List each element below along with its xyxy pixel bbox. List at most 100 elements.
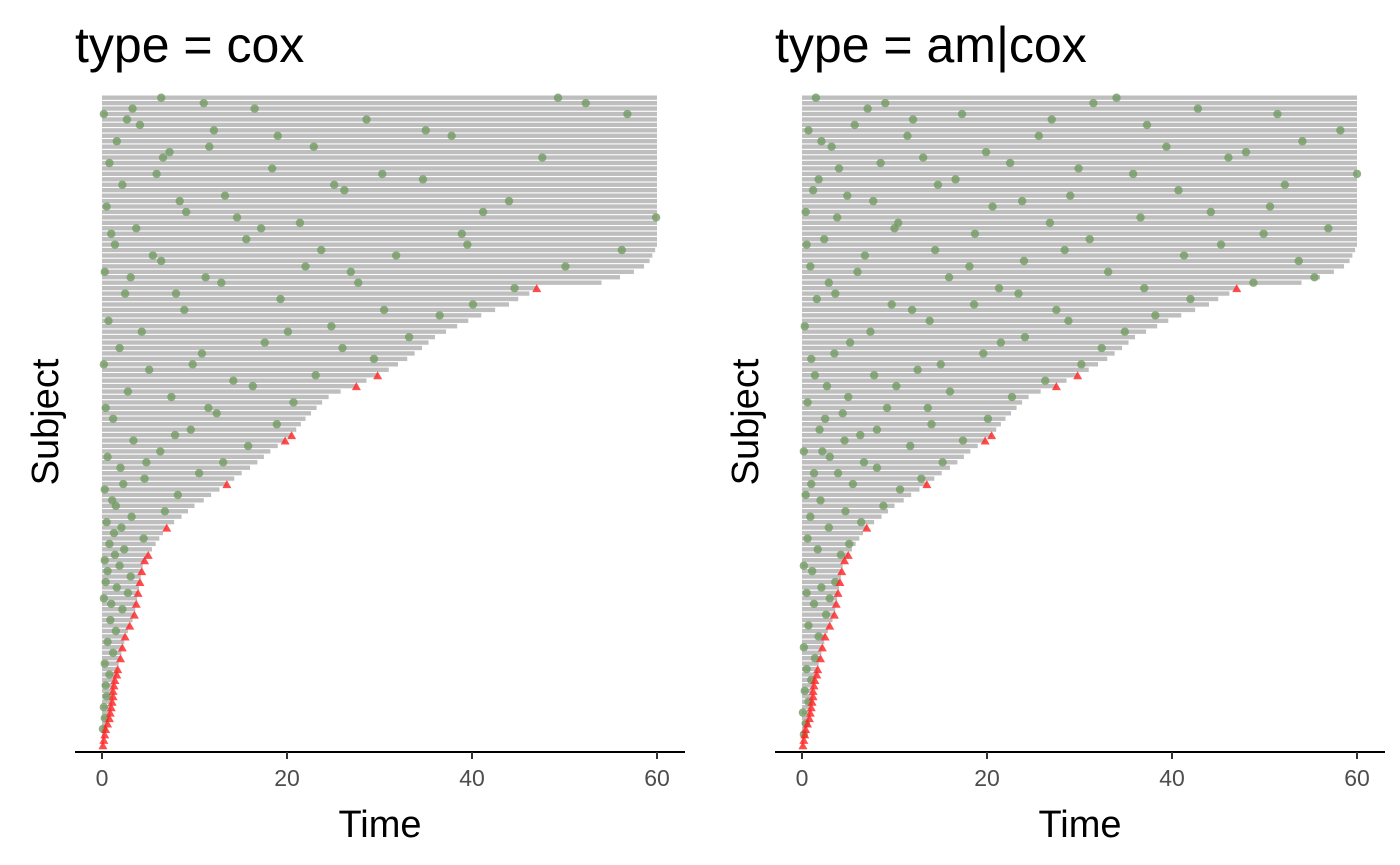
panel-cox: type = cox Subject Time 0 20 40 60 [25, 17, 685, 846]
event-point [1128, 169, 1138, 179]
event-point [1074, 164, 1083, 173]
event-point [802, 664, 811, 674]
event-point [209, 126, 219, 135]
subject-bar [102, 514, 182, 519]
subject-bar [102, 209, 657, 215]
event-point [983, 414, 993, 423]
subject-bar [802, 122, 1357, 128]
subject-bar [102, 449, 271, 454]
subject-bar [802, 498, 904, 503]
subject-bar [802, 100, 1357, 106]
panel-am-cox: type = am|cox Subject Time 0 20 40 60 [725, 17, 1385, 846]
terminal-events [798, 284, 1242, 750]
event-point [816, 496, 825, 505]
event-point [101, 577, 110, 587]
terminal-event-marker [120, 632, 130, 641]
subject-bar [102, 530, 164, 536]
event-point [936, 360, 945, 369]
subject-bar [802, 607, 836, 612]
event-point [142, 458, 151, 467]
subject-bar [102, 264, 645, 269]
event-point [218, 458, 228, 467]
subject-bar [102, 149, 657, 155]
event-point [892, 381, 901, 391]
event-point [1280, 180, 1290, 189]
subject-bar [802, 400, 1023, 405]
event-point [806, 262, 815, 271]
event-point [798, 708, 808, 717]
event-point [856, 430, 865, 440]
event-point [109, 528, 119, 538]
subject-bar [802, 193, 1357, 198]
event-point [272, 420, 282, 429]
event-point [850, 120, 859, 130]
event-point [378, 169, 387, 179]
terminal-event-marker [108, 686, 118, 695]
y-axis-label: Subject [725, 358, 767, 485]
event-point [801, 207, 810, 217]
terminal-event-marker [101, 724, 111, 733]
subject-bar [802, 639, 825, 645]
subject-bar [802, 460, 958, 465]
event-point [1298, 137, 1307, 146]
terminal-event-marker [798, 741, 808, 750]
subject-bar [802, 383, 1057, 389]
event-point [623, 109, 632, 119]
terminal-event-marker [129, 610, 139, 619]
event-point [814, 175, 823, 184]
event-point [148, 251, 158, 260]
subject-bar [802, 481, 927, 487]
subject-bar [102, 95, 657, 100]
terminal-event-marker [922, 480, 932, 489]
event-point [106, 615, 115, 625]
event-point [181, 207, 191, 217]
subject-bar [102, 313, 482, 318]
subject-bar [802, 438, 986, 443]
event-point [1265, 202, 1275, 211]
x-axis-label: Time [338, 804, 421, 846]
subject-bar [802, 694, 814, 699]
subject-bar [802, 558, 845, 563]
event-point [1034, 131, 1044, 141]
event-point [1112, 93, 1121, 102]
subject-bar [102, 177, 657, 182]
subject-bar [102, 139, 657, 144]
subject-bar [802, 470, 942, 476]
terminal-event-marker [805, 708, 815, 717]
subject-bar [102, 334, 435, 340]
subject-bar [802, 236, 1357, 242]
event-point [108, 414, 118, 423]
subject-bar [802, 574, 841, 579]
subject-bar [802, 661, 819, 666]
event-point [1097, 343, 1106, 353]
terminal-event-marker [222, 480, 232, 489]
subject-bar [102, 394, 329, 400]
subject-bar [102, 133, 657, 138]
subject-bar [802, 579, 840, 585]
event-point [317, 245, 326, 255]
terminal-event-marker [825, 621, 835, 630]
terminal-event-marker [351, 382, 361, 391]
subject-bar [102, 465, 250, 470]
event-point [229, 376, 238, 385]
event-point [807, 566, 817, 576]
terminal-event-marker [862, 523, 872, 532]
subject-bar [102, 416, 306, 421]
event-point [917, 474, 926, 483]
event-point [820, 414, 830, 423]
subject-bar [102, 666, 118, 672]
event-point [110, 240, 120, 249]
subject-bar [802, 155, 1357, 160]
event-point [457, 229, 467, 238]
event-point [869, 371, 879, 380]
subject-bar [102, 128, 657, 133]
event-point [1045, 218, 1055, 228]
subject-bar [102, 541, 156, 547]
event-point [908, 115, 918, 124]
event-point [100, 267, 109, 277]
event-point [951, 175, 960, 184]
subject-bar [802, 296, 1219, 302]
event-point [301, 262, 310, 271]
subject-bar [802, 476, 935, 481]
